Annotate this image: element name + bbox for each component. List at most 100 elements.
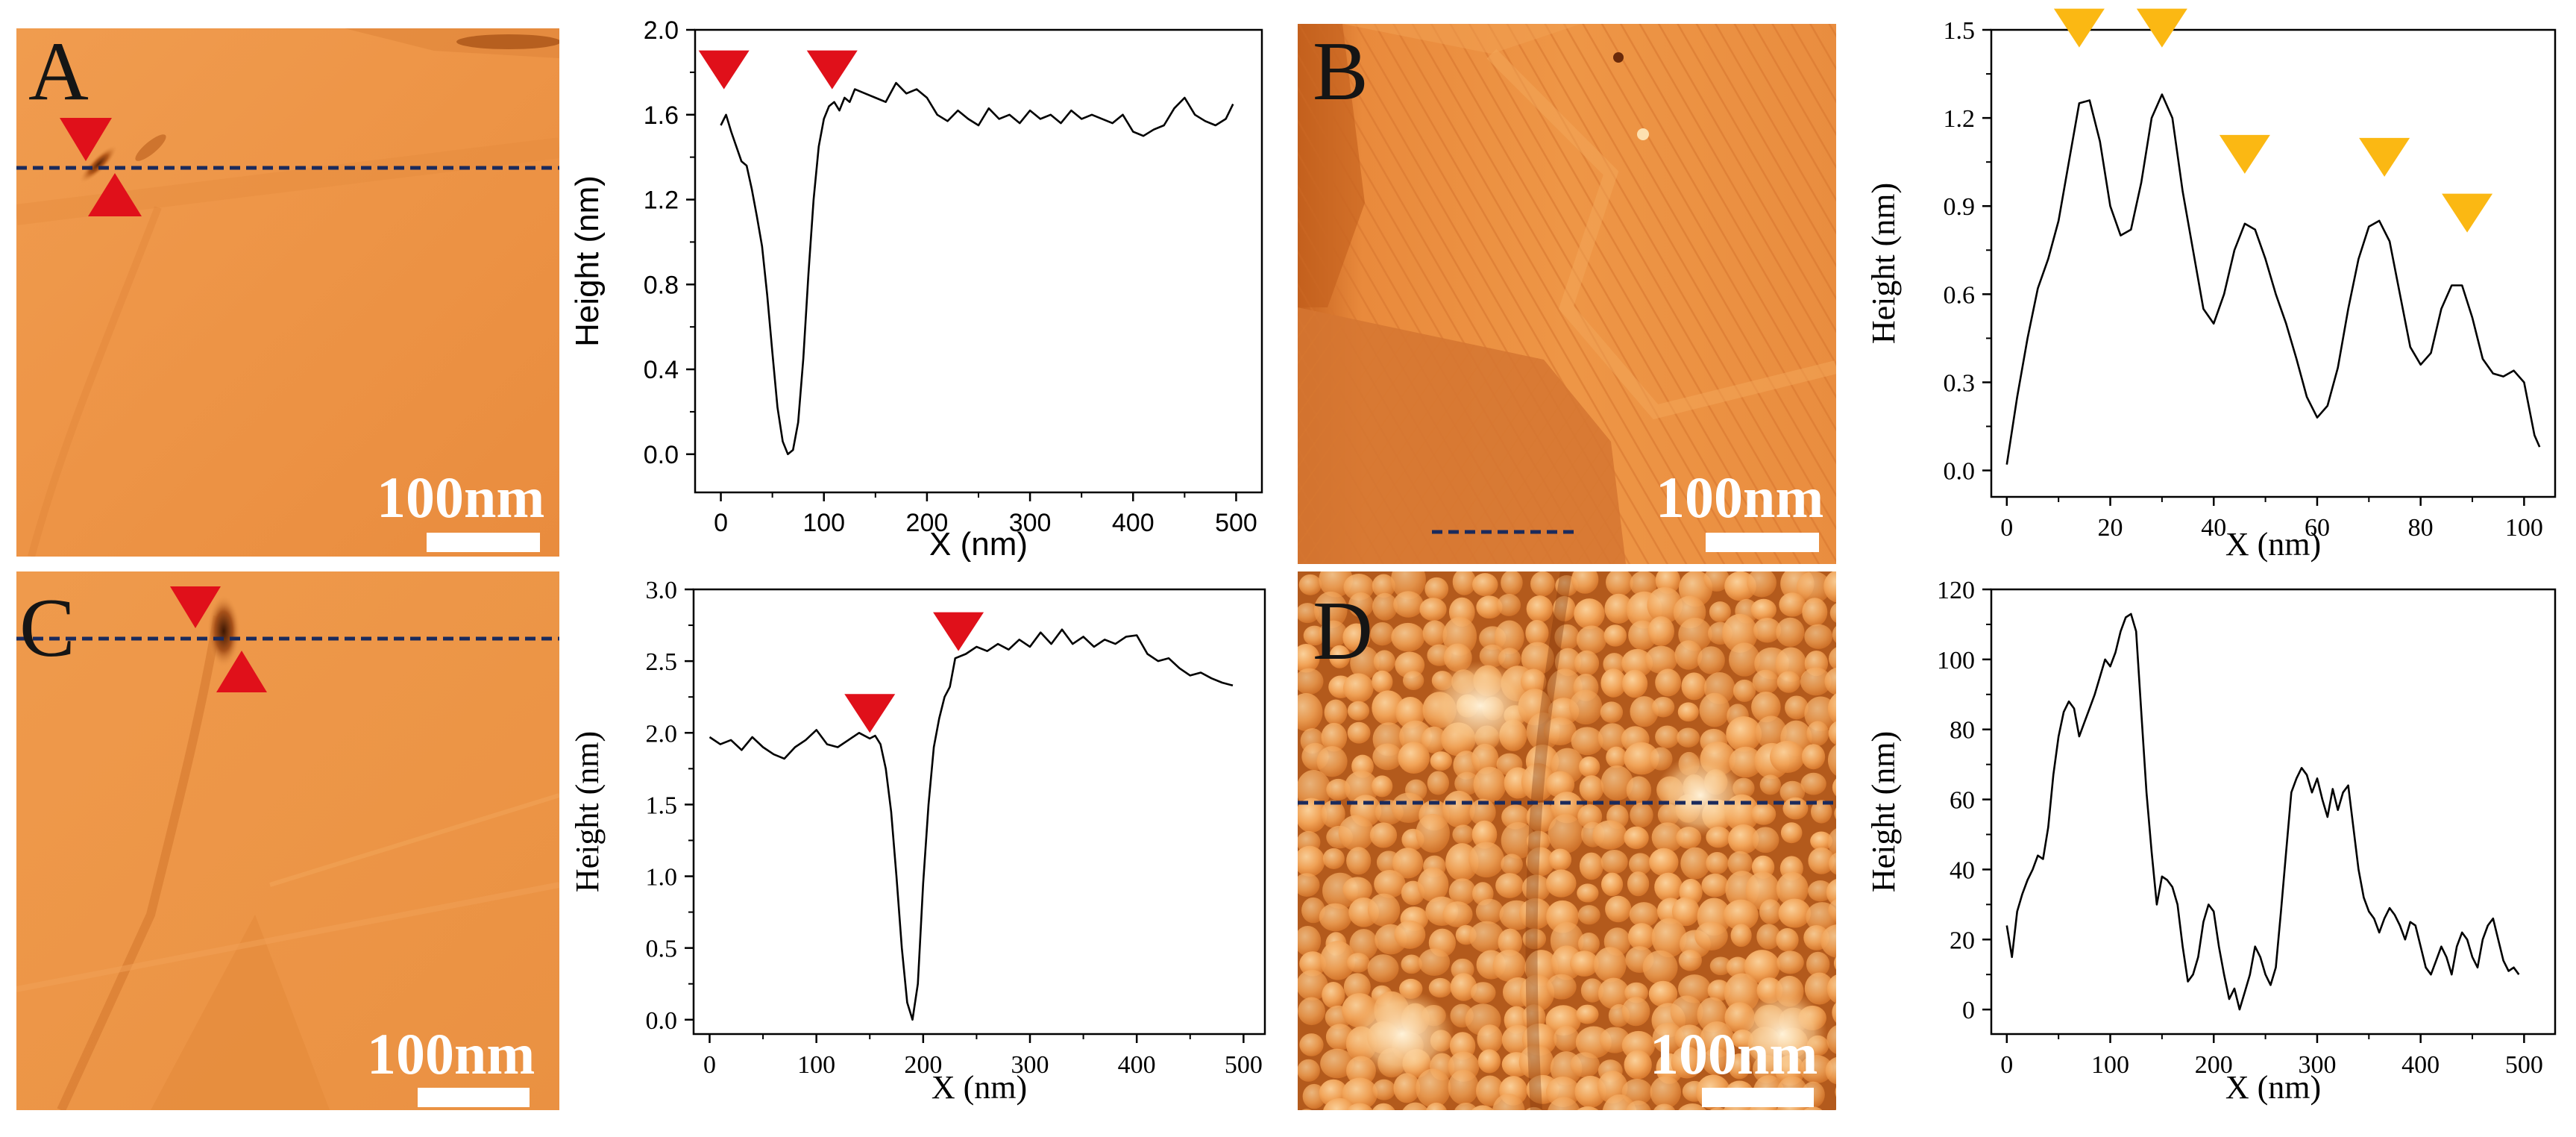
y-tick-label: 2.0 [646, 720, 678, 748]
profile-line-a [16, 166, 559, 170]
x-tick-label: 80 [2408, 514, 2434, 542]
y-tick-label: 1.6 [644, 101, 679, 130]
profile-line [2005, 93, 2541, 465]
height-profile-chart-d: 0 100 200 300 400 500 0 20 40 60 80 100 120 X (nm) Hei… [1842, 567, 2576, 1133]
scale-bar-c [418, 1088, 530, 1107]
y-tick-label: 0.3 [1944, 369, 1976, 397]
scale-label-d: 100nm [1650, 1021, 1818, 1086]
y-axis-label: Height (nm) [569, 731, 606, 892]
x-axis-label: X (nm) [2225, 1069, 2321, 1106]
x-tick-label: 20 [2098, 514, 2123, 542]
x-tick-label: 100 [2505, 514, 2543, 542]
y-tick-label: 0.8 [644, 271, 679, 299]
y-tick-label: 0.5 [646, 936, 678, 963]
x-tick-label: 500 [1215, 509, 1257, 537]
scale-label-c: 100nm [367, 1021, 535, 1086]
afm-image-d [1298, 571, 1836, 1110]
y-axis-label: Height (nm) [569, 175, 606, 347]
y-tick-label: 0.9 [1944, 193, 1976, 221]
peak-marker [2442, 193, 2493, 233]
y-tick-label: 1.2 [1944, 105, 1976, 133]
x-tick-label: 100 [2091, 1051, 2129, 1079]
x-tick-label: 200 [2195, 1051, 2233, 1079]
y-tick-label: 2.0 [644, 16, 679, 45]
profile-line [720, 81, 1234, 456]
panel-letter-d: D [1313, 585, 1373, 677]
x-axis-label: X (nm) [929, 526, 1028, 563]
x-tick-label: 0 [2000, 514, 2013, 542]
x-axis-label: X (nm) [932, 1069, 1027, 1106]
y-tick-label: 0.0 [644, 441, 679, 469]
afm-image-b [1298, 24, 1836, 564]
x-tick-label: 0 [714, 509, 728, 537]
afm-image-c [16, 571, 559, 1110]
y-tick-label: 1.5 [646, 792, 678, 819]
y-tick-label: 1.5 [1944, 17, 1976, 45]
y-tick-label: 0.6 [1944, 281, 1976, 309]
profile-line [2005, 613, 2520, 1011]
y-tick-label: 40 [1950, 856, 1975, 884]
x-tick-label: 200 [904, 1051, 942, 1079]
y-tick-label: 3.0 [646, 577, 678, 604]
peak-marker [698, 50, 750, 90]
peak-marker [806, 50, 858, 90]
afm-d-grains [1298, 571, 1836, 1110]
y-tick-label: 80 [1950, 717, 1975, 745]
scale-bar-a [427, 533, 540, 552]
x-tick-label: 400 [1118, 1051, 1156, 1079]
marker-c-bottom [216, 651, 267, 692]
marker-c-top [170, 586, 221, 628]
y-tick-label: 2.5 [646, 648, 678, 676]
x-tick-label: 0 [703, 1051, 716, 1079]
peak-marker [2359, 137, 2410, 177]
x-tick-label: 500 [1225, 1051, 1263, 1079]
x-tick-label: 300 [1009, 509, 1052, 537]
x-axis-label: X (nm) [2225, 526, 2321, 563]
plot-frame [692, 588, 1266, 1036]
y-axis-label: Height (nm) [1865, 183, 1902, 344]
x-tick-label: 40 [2201, 514, 2226, 542]
x-tick-label: 60 [2305, 514, 2330, 542]
x-tick-label: 500 [2505, 1051, 2543, 1079]
profile-line [709, 628, 1234, 1021]
scale-label-b: 100nm [1656, 465, 1824, 530]
panel-letter-c: C [19, 582, 75, 674]
x-tick-label: 200 [906, 509, 949, 537]
x-tick-label: 400 [1112, 509, 1155, 537]
scale-bar-d [1702, 1088, 1814, 1107]
profile-line-c [16, 636, 559, 641]
panel-letter-b: B [1313, 25, 1369, 118]
height-profile-chart-b: 0 20 40 60 80 100 0.0 0.3 0.6 0.9 1.2 1.5 X (nm) Heig… [1842, 0, 2576, 567]
peak-marker [2219, 134, 2270, 174]
marker-a-bottom [88, 173, 142, 216]
marker-a-top [60, 118, 112, 161]
y-tick-label: 120 [1937, 577, 1975, 604]
x-tick-label: 100 [802, 509, 845, 537]
x-tick-label: 400 [2401, 1051, 2440, 1079]
height-profile-chart-c: 0 100 200 300 400 500 0.0 0.5 1.0 1.5 2.0 2.5 3.0 X (… [567, 567, 1283, 1133]
scale-label-a: 100nm [377, 465, 545, 530]
x-tick-label: 100 [797, 1051, 835, 1079]
x-tick-label: 300 [1011, 1051, 1049, 1079]
peak-marker [2136, 8, 2187, 48]
profile-line-d [1298, 801, 1836, 805]
y-tick-label: 0.0 [646, 1007, 678, 1035]
y-tick-label: 1.0 [646, 864, 678, 892]
y-tick-label: 0 [1962, 997, 1975, 1024]
y-tick-label: 0.0 [1944, 458, 1976, 486]
height-profile-chart-a: 0 100 200 300 400 500 0.0 0.4 0.8 1.2 1.6 2.0 X (nm)… [567, 0, 1283, 567]
peak-marker [2053, 8, 2105, 48]
y-tick-label: 20 [1950, 927, 1975, 954]
plot-frame [1990, 28, 2557, 498]
y-tick-label: 1.2 [644, 187, 679, 215]
peak-marker [933, 612, 984, 651]
y-axis-label: Height (nm) [1865, 731, 1902, 892]
y-tick-label: 60 [1950, 787, 1975, 815]
x-tick-label: 0 [2000, 1051, 2013, 1079]
afm-image-a [16, 28, 559, 557]
y-tick-label: 0.4 [644, 356, 679, 384]
x-tick-label: 300 [2298, 1051, 2336, 1079]
profile-line-b [1432, 530, 1578, 534]
plot-frame [1990, 588, 2557, 1036]
y-tick-label: 100 [1937, 647, 1975, 674]
